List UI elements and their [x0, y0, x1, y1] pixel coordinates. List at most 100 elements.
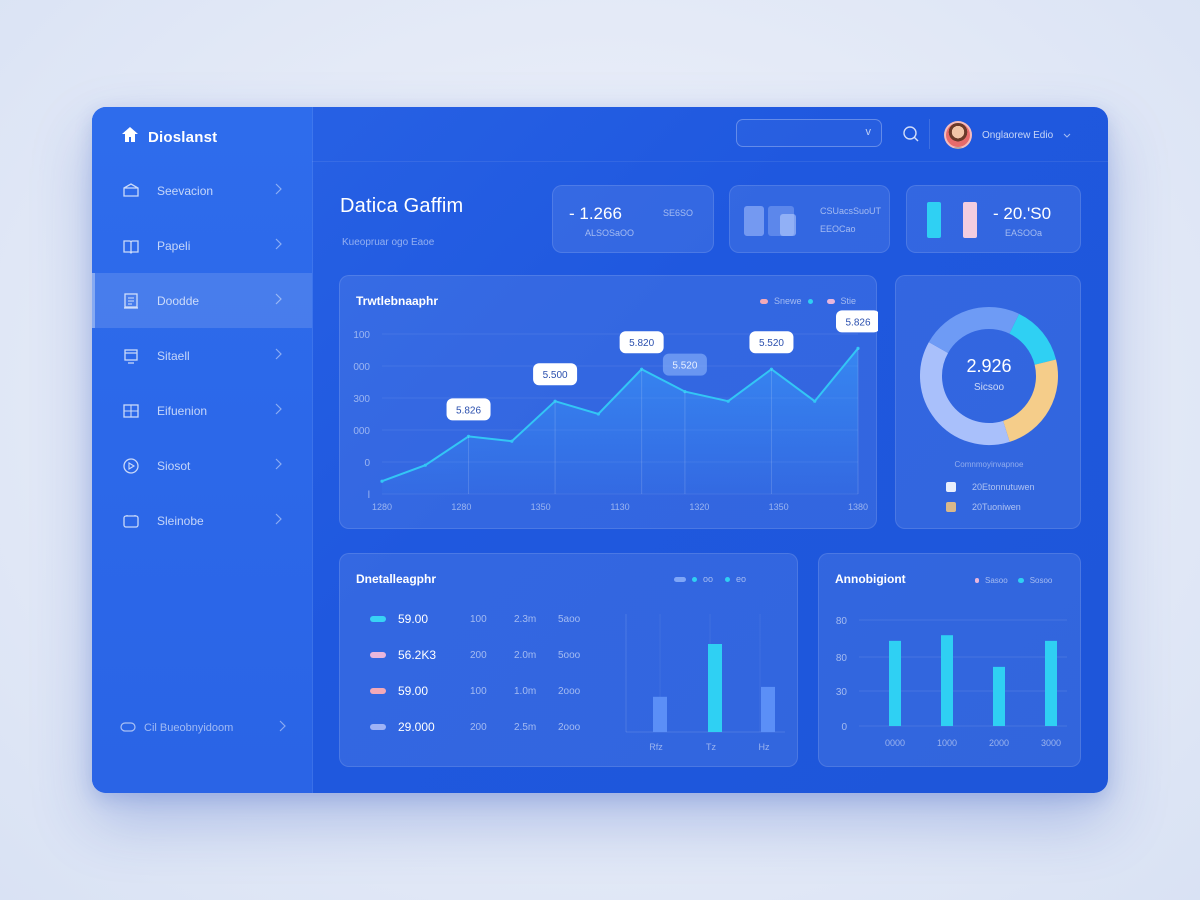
- sidebar-item-seevacion[interactable]: Seevacion: [92, 163, 312, 218]
- chevron-right-icon: [274, 347, 282, 365]
- donut-chart-card: 2.926 Sicsoo Comnmoyinvapnoe 20Etonnutuw…: [895, 275, 1081, 529]
- x-tick-label: Rfz: [649, 742, 663, 752]
- data-label-bubble: [749, 331, 794, 354]
- chevron-right-icon: [274, 457, 282, 475]
- stat-value: - 1.266: [569, 204, 622, 223]
- y-tick-label: l: [368, 490, 370, 501]
- bar-chart-card: Annobigiont Sasoo Sosoo 0 30 80 80 0000 1000 2…: [818, 553, 1081, 767]
- chevron-down-icon: [1063, 126, 1071, 144]
- page-subtitle: Kueopruar ogo Eaoe: [342, 237, 435, 248]
- y-tick-label: 000: [353, 362, 370, 373]
- data-point: [856, 346, 860, 350]
- data-point: [769, 367, 774, 371]
- bar: [1045, 640, 1057, 726]
- stat-card-3[interactable]: - 20.'S0 EASOOa: [906, 185, 1081, 253]
- table-row[interactable]: 59.00 100 1.0m 2ooo: [370, 684, 602, 698]
- data-point: [380, 479, 384, 483]
- row-cell: 200: [470, 721, 487, 733]
- grid-icon: [122, 402, 140, 420]
- y-tick-label: 000: [353, 426, 370, 437]
- row-value: 56.2K3: [398, 648, 437, 662]
- table-row[interactable]: 59.00 100 2.3m 5aoo: [370, 612, 602, 626]
- chart-legend: Sasoo Sosoo: [975, 576, 1052, 585]
- sidebar-item-label: Doodde: [157, 293, 200, 308]
- stat-card-1[interactable]: - 1.266 SE6SO ALSOSaOO: [552, 185, 714, 253]
- sidebar-item-siosot[interactable]: Siosot: [92, 438, 312, 493]
- sidebar-item-papeli[interactable]: Papeli: [92, 218, 312, 273]
- search-icon[interactable]: [902, 125, 920, 148]
- x-tick-label: 1320: [689, 502, 709, 512]
- x-tick-label: 1380: [848, 502, 868, 512]
- data-label: 5.826: [456, 405, 481, 416]
- top-bar: v Onglaorew Edio: [312, 107, 1108, 162]
- bar: [653, 696, 667, 732]
- sidebar-item-label: Sleinobe: [157, 513, 204, 528]
- legend-swatch: [674, 576, 686, 582]
- sidebar-footer-link[interactable]: Cil Bueobnyidoom: [120, 719, 286, 737]
- data-label-bubble: [446, 398, 491, 421]
- stat-card-2[interactable]: CSUacsSuoUT EEOCao: [729, 185, 890, 253]
- bar: [761, 686, 775, 732]
- table-chart-card: Dnetalleagphr oo eo 59.00 100 2.3m 5aoo …: [339, 553, 798, 767]
- row-cell: 5ooo: [558, 649, 581, 661]
- card-title: Dnetalleagphr: [356, 572, 437, 586]
- data-label: 5.820: [629, 338, 654, 349]
- sidebar-nav: Seevacion Papeli Doodde: [92, 163, 312, 548]
- legend-swatch: [692, 576, 697, 582]
- donut-slice: [920, 342, 1010, 445]
- bar: [889, 640, 901, 726]
- area-fill: [382, 348, 858, 494]
- x-tick-label: 1000: [937, 738, 957, 748]
- dropdown-caret: v: [865, 126, 872, 138]
- legend-swatch: [946, 502, 956, 512]
- chart-legend: Snewe Stie: [760, 296, 856, 306]
- line-chart: l00003000001005.8265.5005.8205.5205.5205…: [353, 310, 878, 512]
- bar: [941, 635, 953, 726]
- sidebar-item-sitaell[interactable]: Sitaell: [92, 328, 312, 383]
- row-cell: 100: [470, 613, 487, 625]
- sidebar-item-label: Eifuenion: [157, 403, 208, 418]
- row-swatch: [370, 616, 386, 622]
- table-row[interactable]: 56.2K3 200 2.0m 5ooo: [370, 648, 602, 662]
- document-icon: [122, 292, 140, 310]
- sidebar-item-eifuenion[interactable]: Eifuenion: [92, 383, 312, 438]
- blocks-icon: [744, 206, 796, 236]
- row-swatch: [370, 724, 386, 730]
- y-tick-label: 0: [364, 458, 370, 469]
- y-tick-label: 80: [836, 616, 848, 627]
- data-point: [813, 399, 817, 403]
- donut-value: 2.926: [966, 356, 1012, 376]
- logo-icon: [120, 125, 140, 150]
- avatar: [944, 121, 972, 149]
- filter-select[interactable]: v: [736, 119, 882, 147]
- chevron-right-icon: [274, 182, 282, 200]
- brand[interactable]: Dioslanst: [120, 125, 217, 150]
- data-label-bubble: [619, 331, 664, 354]
- chevron-right-icon: [274, 237, 282, 255]
- series-line: [381, 347, 859, 483]
- y-tick-label: 300: [353, 394, 370, 405]
- y-tick-label: 0: [841, 722, 847, 733]
- row-cell: 1.0m: [514, 685, 537, 697]
- stat-caption: EEOCao: [820, 224, 856, 234]
- stat-bar-pink: [963, 202, 977, 238]
- legend-label: Stie: [840, 296, 857, 306]
- box-icon: [122, 182, 140, 200]
- data-label: 5.520: [672, 361, 697, 372]
- data-point: [423, 463, 427, 467]
- user-menu[interactable]: Onglaorew Edio: [944, 121, 1071, 149]
- brand-name: Dioslanst: [148, 129, 218, 146]
- table-row[interactable]: 29.000 200 2.5m 2ooo: [370, 720, 602, 734]
- sidebar-item-doodde[interactable]: Doodde: [92, 273, 312, 328]
- y-tick-label: 30: [836, 687, 848, 698]
- legend-label: Sasoo: [985, 576, 1008, 585]
- stat-caption: ALSOSaOO: [585, 228, 635, 238]
- chevron-right-icon: [274, 512, 282, 530]
- chart-legend: oo eo: [674, 574, 746, 584]
- row-value: 59.00: [398, 612, 429, 626]
- x-tick-label: Hz: [759, 742, 770, 752]
- row-cell: 5aoo: [558, 613, 581, 625]
- legend-label: 20Tuoniwen: [972, 502, 1021, 512]
- row-cell: 2.3m: [514, 613, 537, 625]
- sidebar-item-sleinobe[interactable]: Sleinobe: [92, 493, 312, 548]
